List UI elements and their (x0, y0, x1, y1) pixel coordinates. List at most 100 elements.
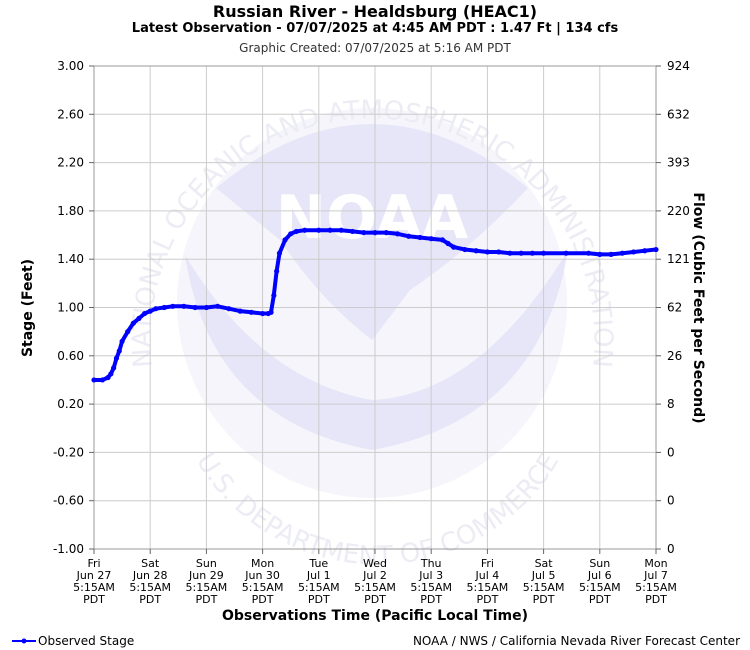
data-point (282, 237, 288, 243)
data-point (116, 348, 122, 354)
x-tick-label: Fri Jul 4 5:15AM PDT (467, 557, 509, 606)
data-point (608, 251, 614, 257)
data-point (327, 227, 333, 233)
data-point (653, 246, 659, 253)
data-point (372, 230, 378, 236)
y-tick-label: 1.40 (57, 252, 84, 266)
x-tick-label: Sat Jul 5 5:15AM PDT (523, 557, 565, 606)
legend-label: Observed Stage (38, 634, 135, 648)
x-tick-label: Mon Jun 30 5:15AM PDT (242, 557, 284, 606)
data-point (203, 304, 209, 311)
data-point (293, 228, 299, 235)
data-point (597, 251, 603, 257)
data-point (161, 304, 167, 311)
data-point (496, 249, 502, 255)
x-tick-label: Wed Jul 2 5:15AM PDT (354, 557, 396, 606)
data-point (99, 377, 106, 383)
data-point (529, 250, 535, 256)
y2-tick-label: 62 (667, 301, 682, 315)
data-point (237, 308, 243, 314)
y-axis-label: Stage (Feet) (20, 259, 36, 357)
data-point (147, 308, 153, 314)
y2-tick-label: 121 (667, 252, 690, 266)
graphic-created: Graphic Created: 07/07/2025 at 5:16 AM P… (239, 41, 511, 55)
data-point (619, 250, 625, 256)
data-point (274, 268, 280, 274)
data-point (125, 329, 131, 335)
x-axis: Fri Jun 27 5:15AM PDT Sat Jun 28 5:15AM PDT Sun J… (73, 549, 677, 606)
data-point (130, 320, 136, 326)
data-point (288, 231, 294, 237)
y2-tick-label: 924 (667, 59, 690, 73)
y2-tick-label: 0 (667, 542, 675, 556)
x-tick-label: Sun Jul 6 5:15AM PDT (579, 557, 621, 606)
data-point (91, 377, 97, 383)
y-axis-left: 3.00 2.60 2.20 1.80 1.40 1.00 0.60 0.20 -0.20 -0.… (53, 59, 94, 556)
data-point (181, 303, 187, 309)
data-point (585, 250, 592, 256)
data-point (141, 310, 148, 317)
data-point (541, 250, 547, 256)
y-tick-label: -1.00 (53, 542, 84, 556)
data-point (518, 250, 524, 256)
data-point (119, 338, 125, 344)
data-point (484, 249, 490, 255)
y-tick-label: 0.60 (57, 349, 84, 363)
y2-tick-label: 632 (667, 107, 690, 121)
data-point (451, 244, 457, 250)
y2-tick-label: 0 (667, 445, 675, 459)
y-axis-right: 924 632 393 220 121 62 26 8 0 0 0 (656, 59, 690, 556)
chart-title: Russian River - Healdsburg (HEAC1) (212, 2, 538, 21)
data-point (428, 236, 434, 242)
data-point (113, 355, 120, 361)
y-tick-label: 2.60 (57, 107, 84, 121)
data-point (226, 306, 232, 312)
data-point (105, 374, 111, 381)
y2-axis-label: Flow (Cubic Feet per Second) (690, 192, 706, 423)
x-tick-label: Tue Jul 1 5:15AM PDT (298, 557, 340, 606)
data-point (630, 249, 637, 255)
y-tick-label: 0.20 (57, 397, 84, 411)
watermark-gull-lower (185, 250, 568, 450)
y2-tick-label: 393 (667, 156, 690, 170)
data-point (406, 233, 412, 239)
y-tick-label: -0.20 (53, 445, 84, 459)
x-tick-label: Fri Jun 27 5:15AM PDT (73, 557, 115, 606)
data-point (192, 304, 198, 311)
y-tick-label: 1.80 (57, 204, 84, 218)
data-point (383, 230, 389, 236)
data-point (349, 228, 356, 235)
x-axis-label: Observations Time (Pacific Local Time) (222, 608, 528, 624)
data-point (268, 309, 274, 315)
data-point (170, 303, 176, 309)
data-point (271, 292, 277, 299)
y2-tick-label: 0 (667, 494, 675, 508)
y2-tick-label: 26 (667, 349, 682, 363)
data-point (302, 227, 308, 233)
data-point (417, 234, 423, 241)
data-point (136, 315, 142, 321)
data-point (338, 227, 344, 233)
y2-tick-label: 220 (667, 204, 690, 218)
data-point (153, 306, 159, 312)
data-point (473, 248, 479, 254)
data-point (316, 227, 322, 233)
footer-credit: NOAA / NWS / California Nevada River For… (412, 634, 740, 648)
x-tick-label: Sun Jun 29 5:15AM PDT (186, 557, 228, 606)
data-point (563, 250, 569, 256)
watermark-logo-text: NOAA (276, 183, 469, 253)
data-point (642, 248, 648, 254)
data-point (507, 250, 513, 256)
y2-tick-label: 8 (667, 397, 675, 411)
x-tick-label: Thu Jul 3 5:15AM PDT (410, 557, 452, 606)
data-point (215, 303, 221, 309)
data-point (248, 309, 254, 315)
y-tick-label: 3.00 (57, 59, 84, 73)
y-tick-label: 1.00 (57, 301, 84, 315)
series-observed-stage (91, 227, 659, 383)
y-tick-label: 2.20 (57, 156, 84, 170)
data-point (394, 231, 401, 237)
latest-observation: Latest Observation - 07/07/2025 at 4:45 … (131, 21, 619, 36)
legend-marker (21, 638, 27, 644)
